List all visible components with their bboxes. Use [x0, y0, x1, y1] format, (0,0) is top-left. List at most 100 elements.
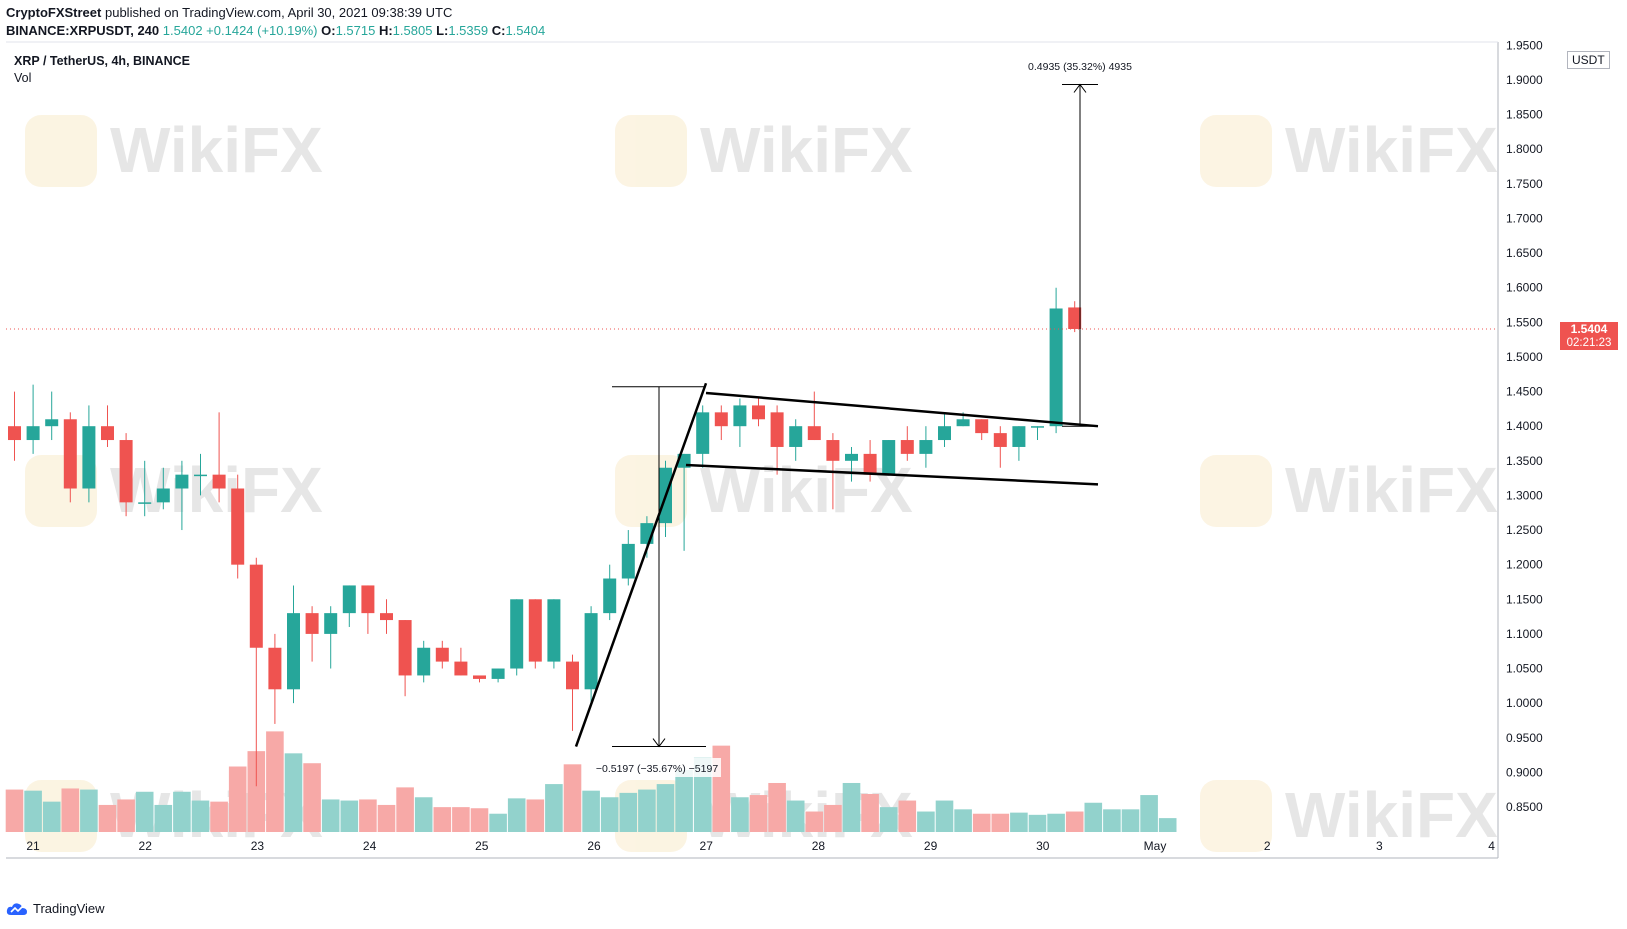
candle-body	[900, 440, 914, 454]
volume-bar	[24, 790, 42, 832]
wikifx-watermark-text: WikiFX	[700, 454, 913, 526]
candle	[473, 675, 486, 683]
volume-bar	[1140, 795, 1158, 832]
candle-body	[956, 419, 970, 427]
candle-body	[305, 613, 319, 634]
volume-bar	[731, 797, 749, 832]
volume-bar	[210, 801, 228, 832]
candle	[1049, 287, 1063, 434]
candle-body	[547, 599, 561, 662]
volume-bar	[954, 809, 972, 832]
candle	[175, 460, 189, 531]
candle-body	[789, 426, 803, 447]
candle	[361, 585, 375, 634]
candle	[733, 398, 747, 447]
candle-body	[491, 668, 505, 679]
candle	[993, 426, 1007, 468]
legend-title[interactable]: XRP / TetherUS, 4h, BINANCE	[14, 54, 190, 68]
volume-bar	[340, 800, 359, 832]
candle-body	[342, 585, 356, 614]
candle-body	[845, 453, 858, 461]
legend-vol[interactable]: Vol	[14, 71, 32, 85]
wikifx-watermark: WikiFX	[1200, 454, 1498, 527]
volume-bar	[749, 795, 768, 832]
wikifx-watermark-text: WikiFX	[110, 114, 323, 186]
x-tick-label: 24	[363, 839, 377, 853]
chart-legend: XRP / TetherUS, 4h, BINANCE Vol	[14, 53, 190, 87]
volume-bar	[991, 813, 1010, 832]
x-tick-label: 28	[812, 839, 826, 853]
wikifx-watermark-text: WikiFX	[110, 454, 323, 526]
volume-bar	[359, 799, 377, 832]
candle-body	[156, 488, 170, 503]
published-text: published on TradingView.com, April 30, …	[104, 5, 453, 20]
candle-body	[417, 647, 431, 676]
candle-body	[361, 585, 375, 614]
publisher-name[interactable]: CryptoFXStreet	[6, 5, 102, 20]
current-price: 1.5404	[1570, 321, 1608, 336]
candle-body	[175, 474, 189, 489]
y-tick-label: 1.4000	[1506, 419, 1543, 433]
wikifx-logo-icon	[1200, 115, 1272, 187]
volume-bar	[600, 797, 619, 832]
candle	[249, 557, 263, 787]
wikifx-watermark: WikiFX	[1200, 114, 1498, 187]
change-text: +0.1424 (+10.19%)	[206, 23, 318, 38]
candles	[8, 287, 1082, 787]
candle-body	[863, 453, 877, 475]
candle-body	[231, 488, 245, 565]
volume-bar	[284, 753, 303, 832]
candle-body	[473, 675, 486, 679]
y-tick-label: 1.7500	[1506, 177, 1543, 191]
candle-body	[826, 440, 840, 461]
y-tick-label: 1.0500	[1506, 662, 1543, 676]
unit-label[interactable]: USDT	[1567, 51, 1610, 69]
candle	[156, 467, 170, 510]
volume-bar	[61, 788, 80, 832]
volume-bar	[861, 793, 879, 832]
candle-body	[194, 474, 207, 477]
low-value: 1.5359	[448, 23, 489, 38]
y-tick-label: 1.5000	[1506, 350, 1543, 364]
candle-body	[882, 440, 896, 475]
candle	[770, 405, 784, 475]
candle-body	[138, 502, 152, 504]
drawings: −0.5197 (−35.67%) −5197 0.4935 (35.32%) 4…	[574, 61, 1132, 777]
candle-body	[101, 426, 114, 441]
candle-body	[1031, 426, 1044, 428]
last-price: 1.5402	[162, 23, 203, 38]
x-tick-label: 22	[139, 839, 153, 853]
measure-down-label: −0.5197 (−35.67%) −5197	[596, 763, 718, 775]
volume-bar	[266, 731, 284, 832]
candle-body	[975, 419, 989, 434]
candle-body	[603, 578, 617, 614]
candle-body	[770, 412, 784, 447]
candle-body	[1049, 308, 1063, 427]
volume-bar	[433, 807, 452, 832]
volume-bar	[135, 791, 154, 832]
candle-body	[268, 647, 282, 690]
candle	[714, 405, 728, 441]
measure-up-arrow	[1073, 83, 1087, 93]
candle	[1012, 426, 1026, 461]
x-tick-label: 23	[251, 839, 265, 853]
candle	[603, 564, 617, 621]
candle	[398, 620, 412, 697]
volume-bar	[247, 751, 266, 832]
volume-bar	[414, 797, 433, 832]
footer-brand[interactable]: TradingView	[6, 901, 105, 916]
candle-body	[733, 405, 747, 427]
candle-body	[584, 613, 598, 690]
wikifx-logo-icon	[25, 115, 97, 187]
candle	[287, 585, 300, 704]
candle	[119, 433, 133, 517]
volume-bar	[1121, 809, 1140, 832]
candle-body	[26, 426, 40, 441]
volume-bar	[786, 800, 805, 832]
volume-bar	[656, 784, 675, 832]
candle	[584, 606, 598, 704]
measure-up-label: 0.4935 (35.32%) 4935	[1028, 61, 1132, 73]
volume-bar	[1047, 813, 1065, 832]
x-tick-label: 30	[1036, 839, 1050, 853]
